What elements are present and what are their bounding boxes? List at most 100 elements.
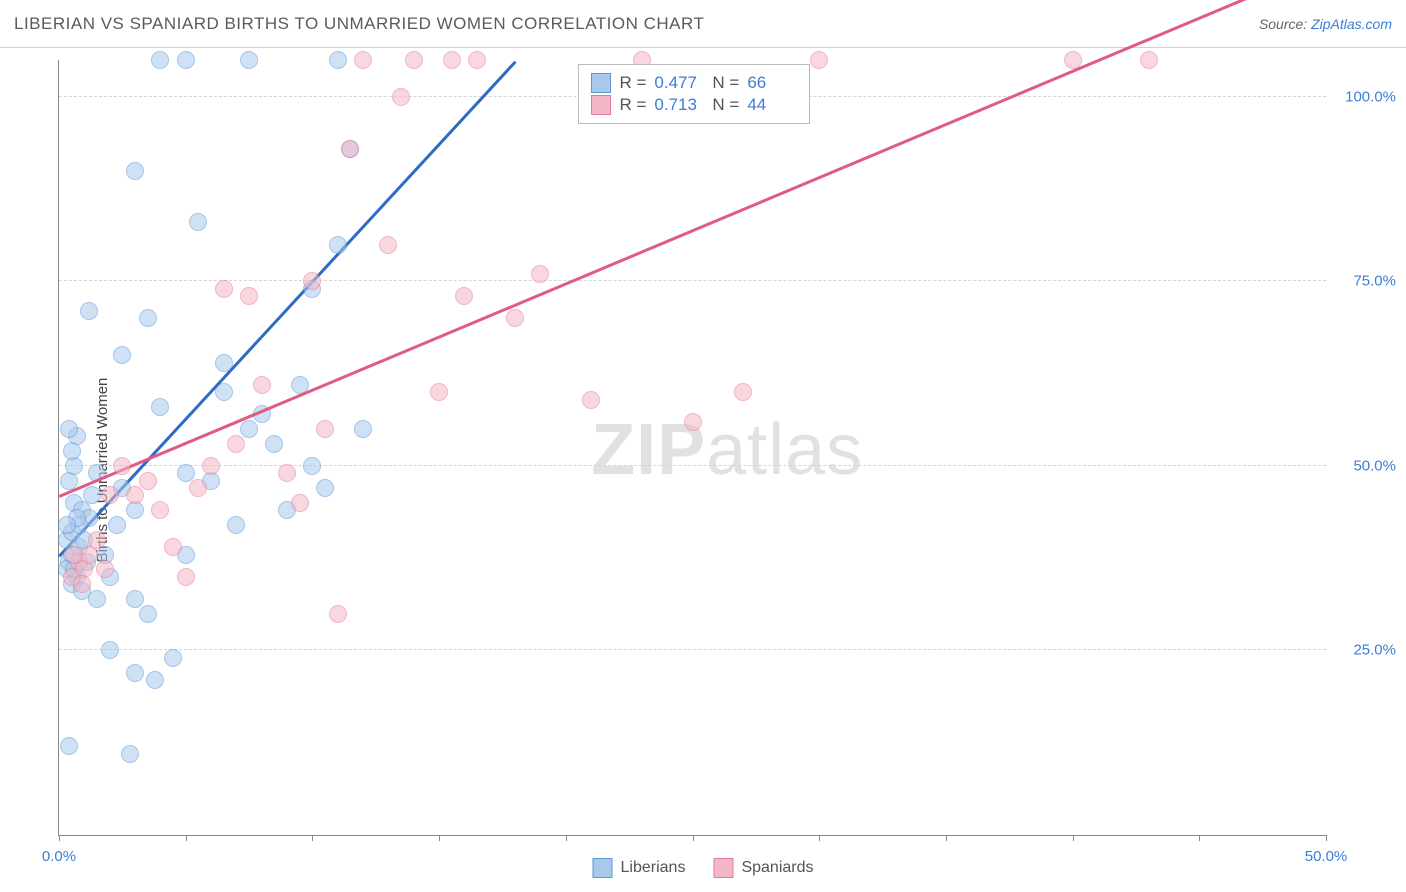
legend-item-liberians: Liberians xyxy=(593,858,686,878)
plot-area: Births to Unmarried Women ZIPatlas 25.0%… xyxy=(0,48,1406,892)
scatter-point xyxy=(65,546,83,564)
legend-swatch xyxy=(591,95,611,115)
scatter-point xyxy=(151,501,169,519)
xtick xyxy=(1199,835,1200,841)
scatter-point xyxy=(215,280,233,298)
scatter-point xyxy=(240,51,258,69)
scatter-point xyxy=(108,516,126,534)
scatter-point xyxy=(101,486,119,504)
scatter-point xyxy=(240,287,258,305)
scatter-point xyxy=(341,140,359,158)
scatter-chart: ZIPatlas 25.0%50.0%75.0%100.0%0.0%50.0%R… xyxy=(58,60,1326,836)
scatter-point xyxy=(291,494,309,512)
scatter-point xyxy=(101,641,119,659)
xtick xyxy=(1073,835,1074,841)
watermark-light: atlas xyxy=(706,410,863,490)
scatter-point xyxy=(253,376,271,394)
scatter-point xyxy=(316,479,334,497)
xtick xyxy=(59,835,60,841)
xtick xyxy=(819,835,820,841)
stat-r-label: R = xyxy=(619,73,646,93)
scatter-point xyxy=(60,737,78,755)
xtick xyxy=(946,835,947,841)
scatter-point xyxy=(468,51,486,69)
xtick-label: 0.0% xyxy=(42,848,76,865)
stat-r-value: 0.477 xyxy=(654,73,704,93)
bottom-legend: Liberians Spaniards xyxy=(593,858,814,878)
scatter-point xyxy=(684,413,702,431)
scatter-point xyxy=(121,745,139,763)
gridline-h xyxy=(59,649,1326,650)
scatter-point xyxy=(202,457,220,475)
scatter-point xyxy=(582,391,600,409)
scatter-point xyxy=(227,435,245,453)
source-attribution: Source: ZipAtlas.com xyxy=(1259,16,1392,32)
scatter-point xyxy=(60,420,78,438)
legend-stats-row: R = 0.477 N = 66 xyxy=(591,73,797,93)
scatter-point xyxy=(73,575,91,593)
ytick-label: 25.0% xyxy=(1336,642,1396,659)
scatter-point xyxy=(139,472,157,490)
stat-n-value: 44 xyxy=(747,95,797,115)
scatter-point xyxy=(240,420,258,438)
legend-stats-box: R = 0.477 N = 66R = 0.713 N = 44 xyxy=(578,64,810,124)
scatter-point xyxy=(126,162,144,180)
chart-title: LIBERIAN VS SPANIARD BIRTHS TO UNMARRIED… xyxy=(14,14,704,34)
scatter-point xyxy=(430,383,448,401)
xtick-label: 50.0% xyxy=(1305,848,1348,865)
stat-n-label: N = xyxy=(712,73,739,93)
scatter-point xyxy=(113,457,131,475)
stat-n-value: 66 xyxy=(747,73,797,93)
scatter-point xyxy=(83,486,101,504)
scatter-point xyxy=(316,420,334,438)
scatter-point xyxy=(379,236,397,254)
stat-r-label: R = xyxy=(619,95,646,115)
xtick xyxy=(186,835,187,841)
scatter-point xyxy=(177,51,195,69)
scatter-point xyxy=(189,213,207,231)
scatter-point xyxy=(329,605,347,623)
scatter-point xyxy=(455,287,473,305)
scatter-point xyxy=(531,265,549,283)
scatter-point xyxy=(139,605,157,623)
ytick-label: 100.0% xyxy=(1336,88,1396,105)
xtick xyxy=(566,835,567,841)
scatter-point xyxy=(354,420,372,438)
scatter-point xyxy=(164,649,182,667)
source-link[interactable]: ZipAtlas.com xyxy=(1311,16,1392,32)
scatter-point xyxy=(278,464,296,482)
scatter-point xyxy=(1140,51,1158,69)
source-prefix: Source: xyxy=(1259,16,1311,32)
scatter-point xyxy=(1064,51,1082,69)
legend-swatch-spaniards xyxy=(713,858,733,878)
ytick-label: 50.0% xyxy=(1336,457,1396,474)
scatter-point xyxy=(96,560,114,578)
scatter-point xyxy=(392,88,410,106)
scatter-point xyxy=(80,302,98,320)
legend-label-liberians: Liberians xyxy=(621,859,686,877)
scatter-point xyxy=(139,309,157,327)
scatter-point xyxy=(164,538,182,556)
legend-label-spaniards: Spaniards xyxy=(741,859,813,877)
scatter-point xyxy=(113,346,131,364)
scatter-point xyxy=(126,590,144,608)
xtick xyxy=(439,835,440,841)
legend-swatch xyxy=(591,73,611,93)
scatter-point xyxy=(405,51,423,69)
scatter-point xyxy=(734,383,752,401)
scatter-point xyxy=(329,236,347,254)
ytick-label: 75.0% xyxy=(1336,273,1396,290)
scatter-point xyxy=(146,671,164,689)
scatter-point xyxy=(126,664,144,682)
xtick xyxy=(1326,835,1327,841)
watermark: ZIPatlas xyxy=(591,409,863,491)
scatter-point xyxy=(177,568,195,586)
chart-header: LIBERIAN VS SPANIARD BIRTHS TO UNMARRIED… xyxy=(0,0,1406,48)
scatter-point xyxy=(215,354,233,372)
scatter-point xyxy=(303,457,321,475)
stat-r-value: 0.713 xyxy=(654,95,704,115)
scatter-point xyxy=(58,516,76,534)
scatter-point xyxy=(303,272,321,290)
xtick xyxy=(693,835,694,841)
scatter-point xyxy=(265,435,283,453)
